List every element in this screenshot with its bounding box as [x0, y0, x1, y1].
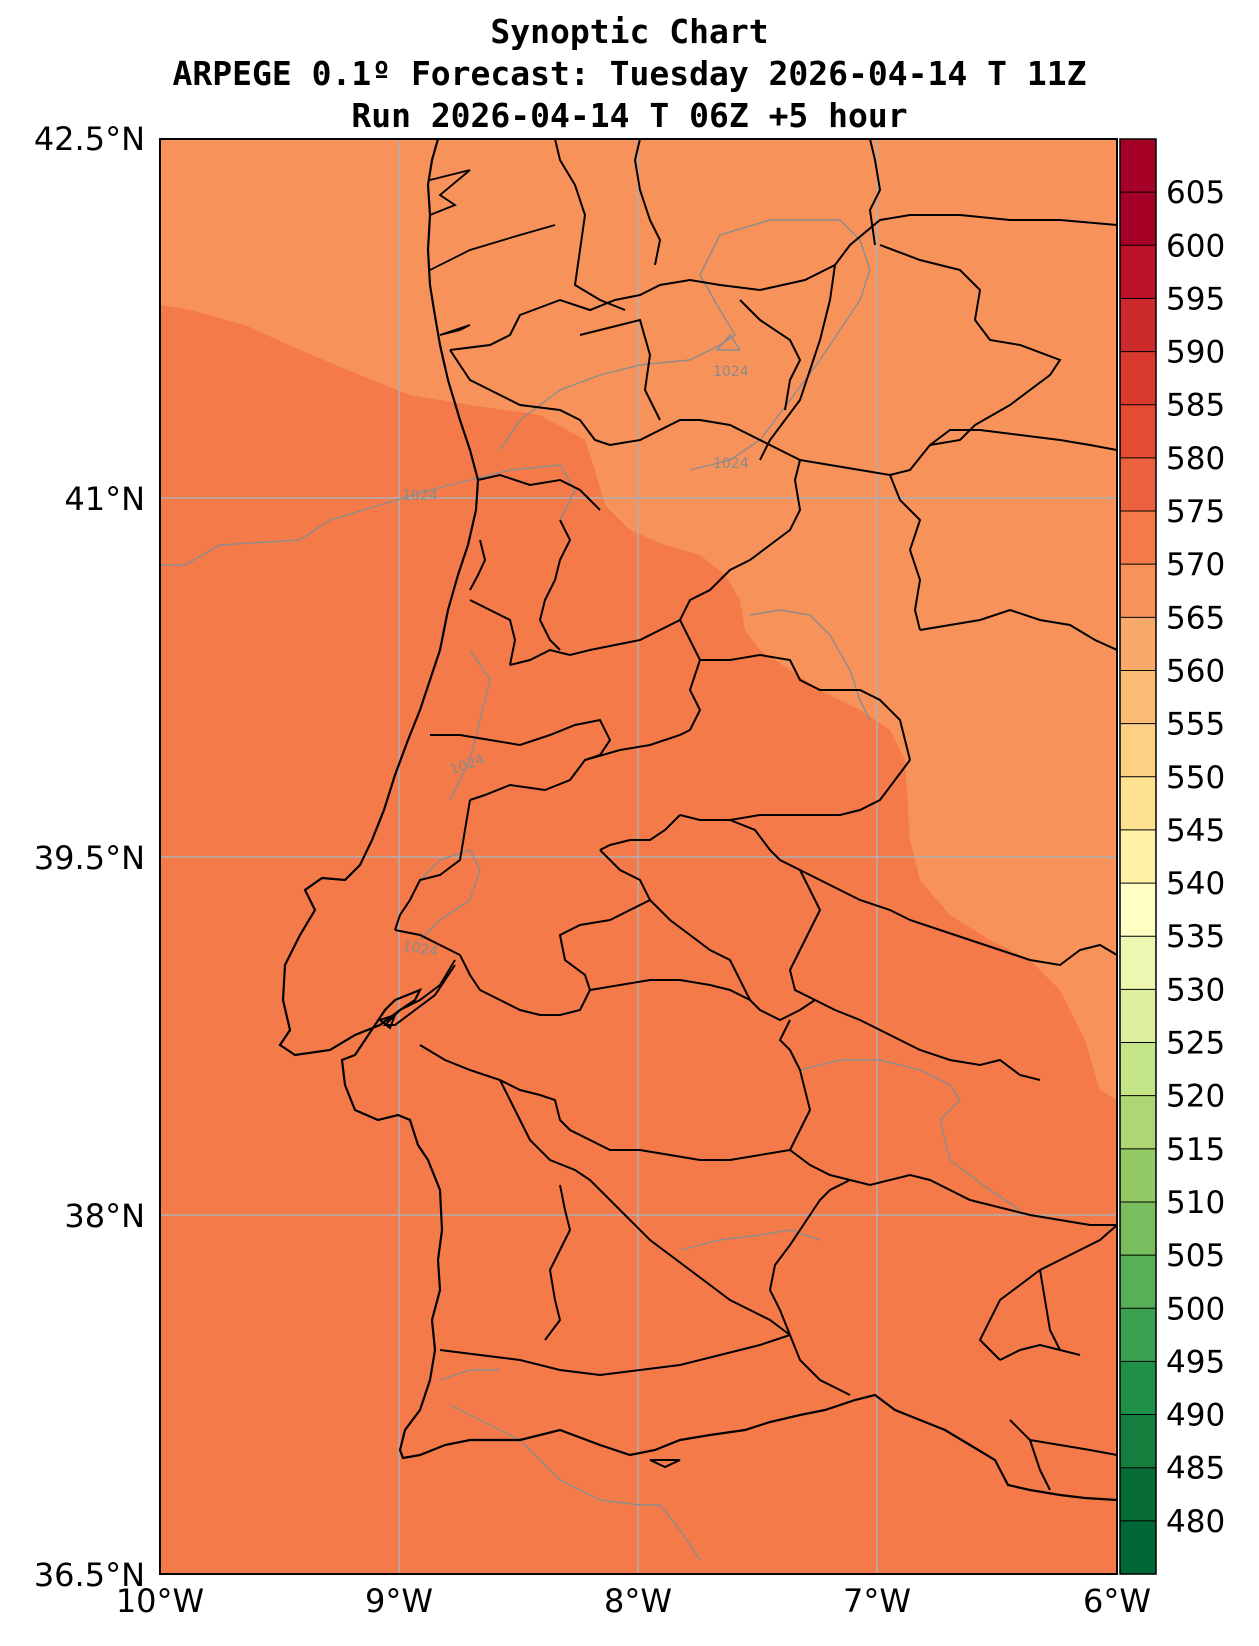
coastline	[278, 139, 1117, 1502]
coastline-islet	[649, 1459, 681, 1469]
rias-coast	[429, 169, 471, 216]
colorbar-label: 480	[1166, 1504, 1225, 1540]
colorbar-swatch	[1120, 1095, 1156, 1150]
chart-subtitle-forecast: ARPEGE 0.1º Forecast: Tuesday 2026-04-14…	[172, 54, 1087, 93]
colorbar-label: 495	[1166, 1344, 1225, 1380]
colorbar-label: 575	[1166, 494, 1225, 530]
colorbar-swatch	[1120, 139, 1156, 193]
colorbar-swatch	[1120, 1467, 1156, 1522]
colorbar-swatch	[1120, 404, 1156, 459]
colorbar-swatch	[1120, 776, 1156, 831]
colorbar-label: 565	[1166, 600, 1225, 636]
colorbar-label: 580	[1166, 441, 1225, 477]
map-frame	[159, 138, 1118, 1575]
colorbar-label: 605	[1166, 175, 1225, 211]
graticule	[160, 139, 1117, 1574]
colorbar-label: 540	[1166, 866, 1225, 902]
isobar-label: 1024	[713, 456, 749, 472]
colorbar-label: 505	[1166, 1238, 1225, 1274]
colorbar-label: 520	[1166, 1079, 1225, 1115]
aveiro-lagoon	[469, 539, 487, 591]
colorbar-swatch	[1120, 298, 1156, 353]
x-tick-label: 7°W	[843, 1582, 911, 1620]
colorbar-label: 490	[1166, 1398, 1225, 1434]
colorbar-swatch	[1120, 192, 1156, 246]
colorbar-swatch	[1120, 1042, 1156, 1097]
y-axis: 42.5°N 41°N 39.5°N 38°N 36.5°N	[34, 120, 145, 1594]
admin-borders	[394, 139, 1117, 1491]
colorbar-label: 550	[1166, 760, 1225, 796]
colorbar-swatch	[1120, 457, 1156, 512]
x-tick-label: 6°W	[1083, 1582, 1151, 1620]
colorbar-label: 545	[1166, 813, 1225, 849]
colorbar-label: 560	[1166, 653, 1225, 689]
colorbar-label: 530	[1166, 972, 1225, 1008]
isobar-label: 1024	[402, 488, 438, 504]
colorbar-swatch	[1120, 1520, 1156, 1575]
colorbar-label: 510	[1166, 1185, 1225, 1221]
x-tick-label: 9°W	[365, 1582, 433, 1620]
colorbar-label: 525	[1166, 1026, 1225, 1062]
colorbar-swatch	[1120, 883, 1156, 937]
colorbar-swatch	[1120, 1308, 1156, 1363]
colorbar-swatch	[1120, 989, 1156, 1044]
colorbar-swatch	[1120, 1201, 1156, 1256]
ria-coast	[439, 324, 471, 336]
colorbar-label: 585	[1166, 388, 1225, 424]
colorbar-label: 515	[1166, 1132, 1225, 1168]
colorbar-swatch	[1120, 1361, 1156, 1416]
colorbar-label: 595	[1166, 281, 1225, 317]
colorbar-swatch	[1120, 829, 1156, 884]
colorbar-label: 500	[1166, 1291, 1225, 1327]
colorbar-swatch	[1120, 351, 1156, 406]
colorbar-swatch	[1120, 564, 1156, 618]
colorbar-frame	[1119, 138, 1157, 1575]
colorbar-swatch	[1120, 1414, 1156, 1469]
ria-coast	[429, 224, 556, 271]
colorbar: 605 600 595 590 585 580 575 570 565 560 555 550 545 5…	[1119, 138, 1225, 1575]
y-tick-label: 38°N	[64, 1197, 145, 1235]
map-area: 1024 1024 1024 1024 1024	[160, 139, 1117, 1574]
x-axis: 10°W 9°W 8°W 7°W 6°W	[116, 1582, 1151, 1620]
colorbar-swatch	[1120, 617, 1156, 672]
colorbar-swatch	[1120, 936, 1156, 990]
chart-title: Synoptic Chart	[490, 12, 769, 51]
colorbar-label: 555	[1166, 707, 1225, 743]
colorbar-swatch	[1120, 670, 1156, 725]
colorbar-swatch	[1120, 1255, 1156, 1309]
colorbar-swatch	[1120, 511, 1156, 565]
colorbar-label: 600	[1166, 228, 1225, 264]
colorbar-label: 570	[1166, 547, 1225, 583]
chart-subtitle-run: Run 2026-04-14 T 06Z +5 hour	[351, 96, 908, 135]
x-tick-label: 8°W	[604, 1582, 672, 1620]
colorbar-swatch	[1120, 723, 1156, 778]
isobars	[160, 219, 1021, 1561]
y-tick-label: 41°N	[64, 480, 145, 518]
isobar-label: 1024	[713, 364, 749, 380]
y-tick-label: 39.5°N	[34, 839, 145, 877]
colorbar-label: 535	[1166, 919, 1225, 955]
y-tick-label: 42.5°N	[34, 120, 145, 158]
estuary-islet	[377, 1013, 397, 1030]
colorbar-label: 590	[1166, 335, 1225, 371]
y-tick-label: 36.5°N	[34, 1556, 145, 1594]
isobar-label: 1024	[401, 938, 439, 960]
colorbar-swatch	[1120, 245, 1156, 300]
colorbar-swatch	[1120, 1148, 1156, 1203]
colorbar-label: 485	[1166, 1451, 1225, 1487]
x-tick-label: 10°W	[116, 1582, 204, 1620]
